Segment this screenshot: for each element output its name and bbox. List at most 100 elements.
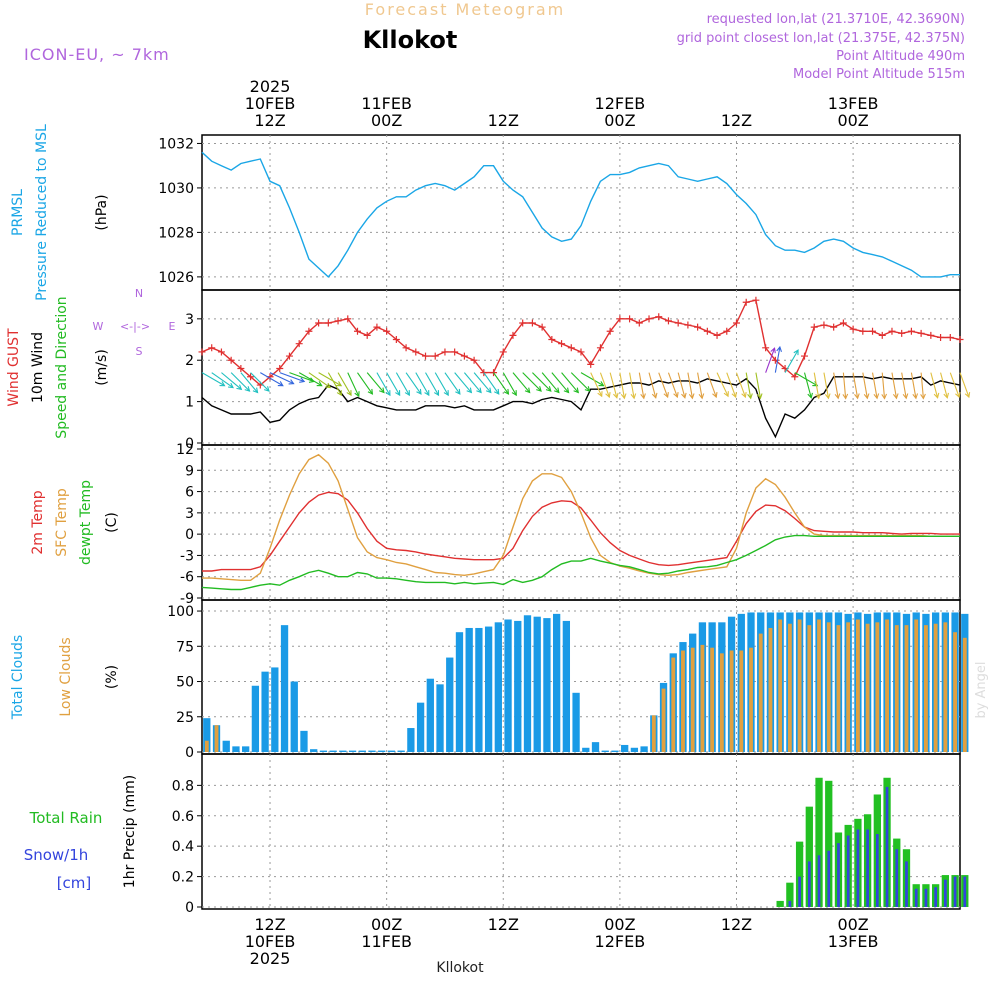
wind-arrow-head	[854, 393, 860, 400]
wind-arrow-head	[613, 392, 619, 399]
cloud-bar-total	[329, 750, 337, 752]
temperature-ytick-label: 6	[185, 485, 194, 501]
precip-bar-rain	[805, 806, 813, 907]
precip-bar-snow	[866, 829, 869, 907]
wind-arrow	[512, 372, 531, 393]
wind-frame	[201, 289, 961, 446]
gust-marker	[898, 329, 906, 337]
time-top-label: 12Z	[254, 111, 285, 130]
gust-marker	[509, 331, 517, 339]
wind-arrow-head	[443, 390, 449, 397]
precip-bar-snow	[953, 876, 957, 907]
cloud-bar-low	[836, 625, 841, 752]
wind-arrow	[269, 372, 294, 385]
wind-arrow	[298, 372, 322, 387]
temp-line	[201, 534, 960, 591]
wind-arrow-head	[573, 387, 580, 394]
cloud-bar-low	[846, 622, 851, 752]
precip-bar-snow	[788, 900, 792, 907]
cloud-bar-low	[894, 625, 899, 752]
precip-bar-snow	[944, 879, 947, 907]
wind-arrow-head	[964, 392, 971, 399]
cloud-bar-low	[933, 623, 938, 752]
gust-marker	[849, 325, 857, 333]
wind-arrow-head	[597, 391, 603, 398]
wind-arrow	[638, 372, 645, 399]
wind-arrow-head	[433, 390, 440, 397]
temperature-ytick-label: 9	[185, 463, 194, 479]
precip-bar-rain	[815, 777, 823, 907]
pressure-side-label: Pressure Reduced to MSL	[34, 124, 50, 301]
wind-arrow	[318, 372, 342, 387]
cloud-bar-low	[204, 740, 209, 752]
cloud-bar-total	[446, 657, 454, 752]
compass-west-east-axis: <-|->	[120, 320, 150, 333]
wind-arrow	[940, 372, 948, 398]
wind-arrow-head	[466, 387, 473, 394]
wind-arrow	[561, 372, 579, 393]
wind-arrow-head	[620, 393, 627, 400]
wind-arrow	[240, 372, 259, 393]
time-top-label: 00Z	[837, 111, 868, 130]
precip-bar-snow	[846, 835, 850, 907]
wind-arrow-head	[511, 390, 517, 397]
gust-marker	[869, 327, 877, 335]
cloud-bar-total	[280, 625, 289, 752]
gust-marker	[324, 319, 332, 327]
wind-arrow	[395, 372, 410, 396]
pressure-ytick-label: 1030	[158, 181, 194, 197]
gust-marker	[538, 323, 546, 331]
gust-marker	[567, 344, 575, 352]
gust-marker	[956, 336, 964, 344]
wind-arrow-head	[367, 388, 374, 395]
cloud-bar-total	[601, 750, 609, 752]
cloud-bar-total	[562, 620, 571, 752]
wind-arrow	[852, 372, 859, 399]
wind-ytick-label: 1	[185, 395, 194, 411]
time-bottom-label: 10FEB	[245, 932, 296, 951]
footer-location: Kllokot	[436, 960, 484, 976]
wind-arrow-head	[379, 387, 385, 394]
wind-arrow	[706, 372, 717, 398]
wind-arrow-head	[336, 381, 343, 387]
gust-marker	[684, 321, 692, 329]
cloud-bar-total	[232, 746, 240, 752]
wind-arrow	[366, 372, 385, 393]
wind-arrow-head	[536, 386, 542, 392]
gust-marker	[723, 327, 731, 335]
temp-line	[202, 491, 960, 572]
cloud-bar-total	[455, 632, 464, 752]
wind-arrow-head	[545, 386, 552, 392]
cloud-bar-low	[865, 623, 870, 752]
gust-marker	[820, 321, 828, 329]
precip-ytick-label: 0.6	[172, 809, 194, 825]
location-title: Kllokot	[363, 26, 458, 54]
temperature-ytick-label: 12	[176, 442, 194, 458]
wind-arrow-head	[681, 392, 687, 399]
clouds-side-label: Low Clouds	[58, 637, 74, 716]
clouds-side-label: (%)	[104, 665, 120, 689]
gust-marker	[383, 327, 391, 335]
cloud-bar-low	[797, 619, 802, 752]
wind-arrow-head	[663, 392, 669, 399]
clouds-ytick-label: 25	[176, 710, 194, 726]
cloud-bar-low	[681, 650, 685, 752]
wind-arrow-head	[698, 393, 705, 400]
panel-precip: 0 0.2 0.4 0.6 0.8	[172, 753, 969, 916]
cloud-bar-total	[523, 615, 532, 752]
cloud-bar-low	[778, 619, 783, 752]
wind-arrow-head	[747, 393, 753, 400]
gridpoint-coordinates: grid point closest lon,lat (21.375E, 42.…	[677, 31, 965, 46]
wind-arrow	[891, 372, 898, 399]
wind-arrow-head	[244, 386, 251, 392]
time-bottom-label: 00Z	[604, 915, 635, 934]
wind-arrow	[327, 372, 342, 396]
wind-arrow-head	[933, 392, 940, 399]
wind-arrow	[813, 372, 820, 399]
wind-arrow	[289, 372, 315, 383]
wind-arrow-head	[824, 393, 831, 400]
wind-arrow-head	[863, 393, 870, 400]
wind-arrow-head	[770, 347, 776, 354]
cloud-bar-total	[621, 744, 629, 752]
time-bottom-label: 12Z	[254, 915, 285, 934]
